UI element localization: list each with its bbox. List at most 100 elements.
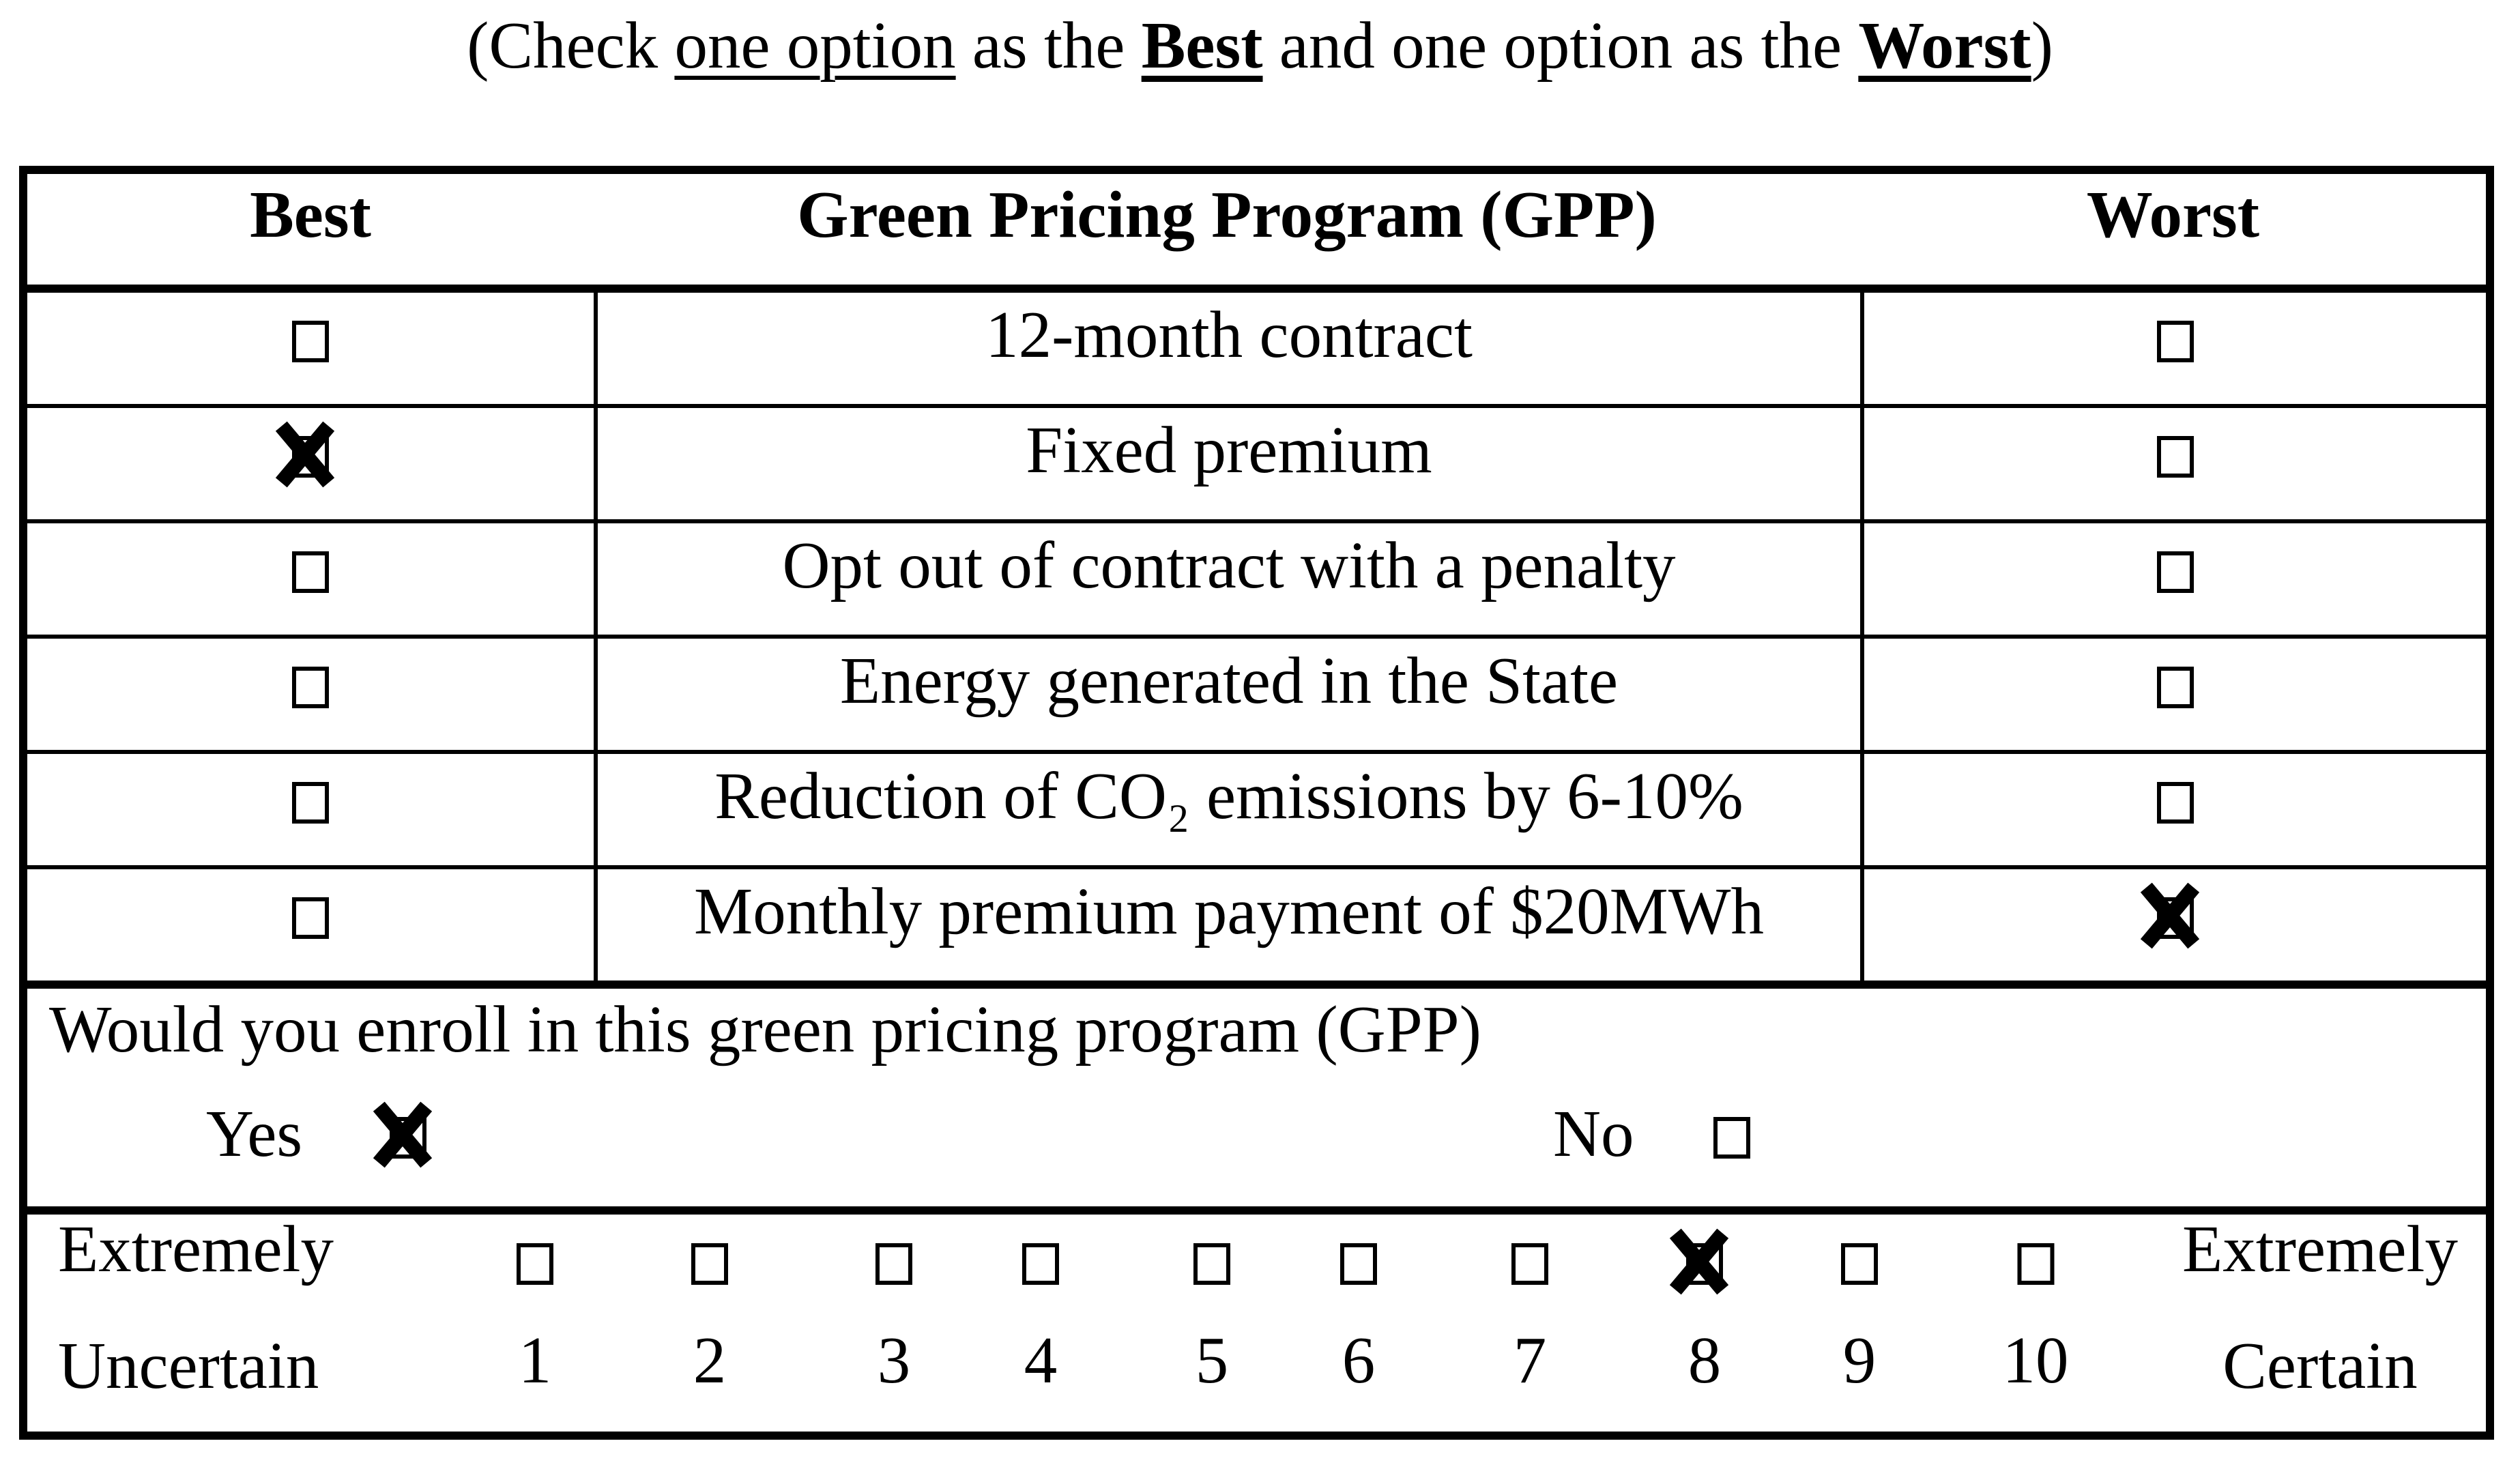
table-row-4: Energy generated in the State	[27, 639, 2486, 750]
option-label: Monthly premium payment of $20MWh	[594, 869, 1860, 981]
divider	[27, 635, 2486, 639]
checkbox-box	[2017, 1243, 2054, 1285]
checkbox-box	[292, 551, 329, 593]
scale-right-line1: Extremely	[2182, 1212, 2459, 1286]
best-checkbox-row-4[interactable]	[292, 667, 329, 708]
certainty-section: Extremely Uncertain 1 2 3 4 5 6	[27, 1215, 2486, 1432]
certainty-value-label: 4	[1024, 1324, 1058, 1397]
checkbox-box	[292, 897, 329, 939]
table-row-2: Fixed premium	[27, 408, 2486, 519]
certainty-value-label: 6	[1342, 1324, 1376, 1397]
checkbox-box	[875, 1243, 912, 1285]
yes-label: Yes	[206, 1096, 303, 1170]
certainty-option-1: 1	[517, 1243, 553, 1393]
best-checkbox-row-2[interactable]	[275, 421, 335, 487]
checkbox-box	[1511, 1243, 1548, 1285]
certainty-value-label: 8	[1688, 1324, 1722, 1397]
certainty-checkbox-6[interactable]	[1340, 1243, 1377, 1285]
instruction-part: as the	[955, 9, 1142, 82]
certainty-value-label: 1	[518, 1324, 552, 1397]
enrollment-question: Would you enroll in this green pricing p…	[49, 993, 1481, 1066]
worst-checkbox-row-1[interactable]	[2156, 321, 2194, 362]
certainty-value-label: 2	[693, 1324, 727, 1397]
certainty-checkbox-4[interactable]	[1022, 1243, 1059, 1285]
no-option: No	[1553, 1099, 1750, 1167]
worst-checkbox-row-5[interactable]	[2156, 782, 2194, 824]
divider	[27, 285, 2486, 293]
enrollment-section: Would you enroll in this green pricing p…	[27, 989, 2486, 1206]
checkbox-box	[1841, 1243, 1878, 1285]
best-checkbox-row-6[interactable]	[292, 897, 329, 939]
instruction-part: and one option as the	[1262, 9, 1859, 82]
certainty-value-label: 5	[1195, 1324, 1229, 1397]
checkbox-box	[1193, 1243, 1230, 1285]
divider	[27, 404, 2486, 408]
certainty-checkbox-5[interactable]	[1193, 1243, 1230, 1285]
instruction-part: )	[2031, 9, 2053, 82]
worst-checkbox-row-3[interactable]	[2156, 551, 2194, 593]
scale-left-line1: Extremely	[58, 1212, 334, 1286]
certainty-value-label: 9	[1842, 1324, 1877, 1397]
header-program: Green Pricing Program (GPP)	[797, 177, 1657, 251]
option-label: Opt out of contract with a penalty	[594, 523, 1860, 635]
certainty-value-label: 7	[1513, 1324, 1547, 1397]
divider	[27, 519, 2486, 523]
certainty-checkbox-1[interactable]	[517, 1243, 553, 1285]
certainty-option-4: 4	[1022, 1243, 1059, 1393]
checkbox-box	[691, 1243, 728, 1285]
option-label: Fixed premium	[594, 408, 1860, 519]
scale-right-line2: Certain	[2222, 1329, 2418, 1402]
scale-left-line2: Uncertain	[58, 1329, 319, 1402]
option-label: Energy generated in the State	[594, 639, 1860, 750]
no-checkbox[interactable]	[1713, 1116, 1750, 1159]
checkbox-box	[292, 321, 329, 362]
checkbox-box	[2156, 667, 2194, 708]
yes-checkbox[interactable]	[373, 1101, 433, 1168]
worst-checkbox-row-2[interactable]	[2156, 436, 2194, 478]
certainty-option-3: 3	[875, 1243, 912, 1393]
header-worst: Worst	[2086, 177, 2260, 251]
best-checkbox-row-5[interactable]	[292, 782, 329, 824]
certainty-option-7: 7	[1511, 1243, 1548, 1393]
table-row-6: Monthly premium payment of $20MWh	[27, 869, 2486, 981]
certainty-option-2: 2	[691, 1243, 728, 1393]
checkbox-box	[517, 1243, 553, 1285]
best-checkbox-row-1[interactable]	[292, 321, 329, 362]
checkbox-box	[292, 667, 329, 708]
certainty-checkbox-7[interactable]	[1511, 1243, 1548, 1285]
divider	[27, 750, 2486, 754]
best-checkbox-row-3[interactable]	[292, 551, 329, 593]
divider	[27, 1206, 2486, 1215]
table-header-row: Best Green Pricing Program (GPP) Worst	[27, 174, 2486, 285]
no-label: No	[1553, 1096, 1634, 1170]
worst-checkbox-row-6[interactable]	[2140, 882, 2199, 948]
instruction-worst: Worst	[1858, 9, 2031, 82]
table-row-5: Reduction of CO₂ emissions by 6-10%	[27, 754, 2486, 865]
table-row-1: 12-month contract	[27, 293, 2486, 404]
checkbox-box	[2156, 436, 2194, 478]
instruction-best: Best	[1141, 9, 1263, 82]
certainty-checkbox-9[interactable]	[1841, 1243, 1878, 1285]
certainty-option-8: 8	[1669, 1228, 1729, 1397]
worst-checkbox-row-4[interactable]	[2156, 667, 2194, 708]
checkbox-box	[2156, 551, 2194, 593]
certainty-checkbox-8[interactable]	[1669, 1228, 1729, 1294]
option-label: 12-month contract	[594, 293, 1860, 404]
checkbox-box	[292, 782, 329, 824]
scale-left-label: Extremely Uncertain	[58, 1216, 334, 1399]
certainty-option-5: 5	[1193, 1243, 1230, 1393]
divider	[27, 865, 2486, 869]
checkbox-box	[2156, 782, 2194, 824]
certainty-value-label: 3	[877, 1324, 911, 1397]
gpp-table: Best Green Pricing Program (GPP) Worst 1…	[19, 166, 2494, 1440]
certainty-option-10: 10	[2003, 1243, 2069, 1393]
header-best: Best	[250, 177, 371, 251]
instruction-line: (Check one option as the Best and one op…	[0, 4, 2520, 87]
certainty-checkbox-3[interactable]	[875, 1243, 912, 1285]
certainty-checkbox-10[interactable]	[2017, 1243, 2054, 1285]
scale-right-label: Extremely Certain	[2182, 1212, 2459, 1402]
yes-option: Yes	[206, 1096, 433, 1170]
checkbox-box	[2156, 321, 2194, 362]
instruction-part: (Check	[467, 9, 675, 82]
certainty-checkbox-2[interactable]	[691, 1243, 728, 1285]
